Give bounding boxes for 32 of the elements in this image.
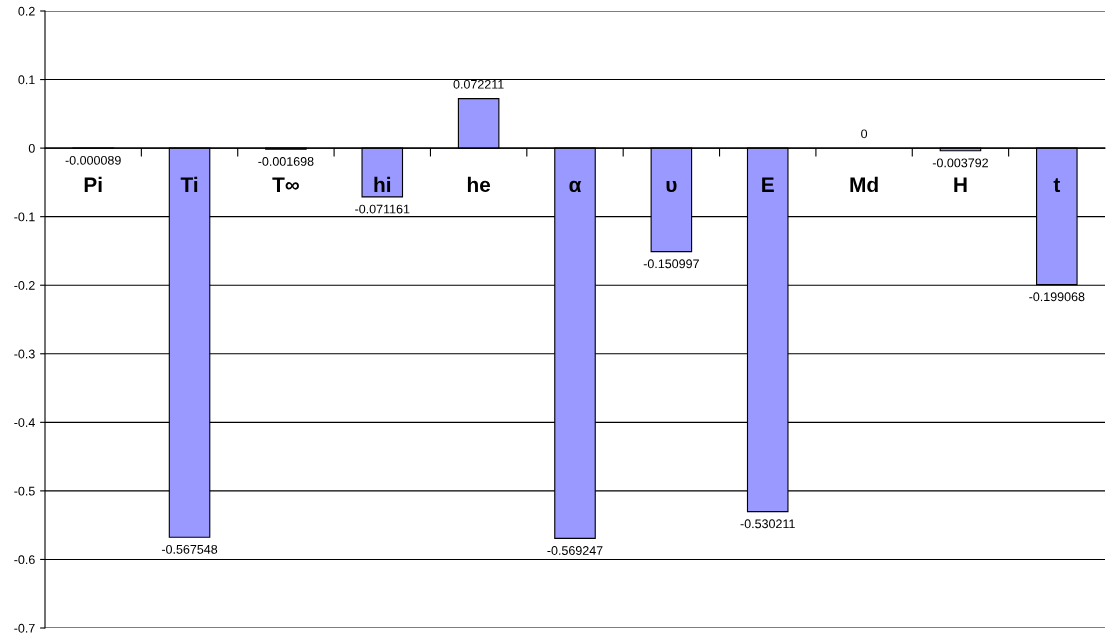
y-tick-label: -0.1: [14, 212, 35, 222]
data-label: -0.530211: [740, 519, 795, 529]
x-tick-label: t: [1053, 178, 1061, 193]
data-label: -0.000089: [65, 155, 121, 165]
x-tick-label: H: [954, 177, 967, 192]
data-label: 0: [861, 129, 868, 139]
x-tick-label: E: [762, 177, 774, 192]
y-tick-label: -0.4: [14, 418, 35, 427]
x-tick-label: Pi: [84, 176, 102, 192]
data-label: -0.150997: [643, 259, 699, 269]
x-tick-label: hi: [374, 176, 391, 192]
data-label: -0.003792: [932, 158, 988, 168]
data-label: -0.567548: [161, 544, 218, 554]
x-tick-label: Ti: [180, 176, 198, 192]
x-tick-label: Md: [850, 176, 878, 193]
y-tick-label: -0.3: [14, 349, 35, 359]
x-tick-label: T∞: [272, 177, 299, 192]
data-label: -0.199068: [1029, 292, 1085, 302]
y-tick-label: -0.5: [14, 486, 35, 496]
y-tick-label: 0.2: [18, 6, 35, 16]
data-label: -0.001698: [258, 157, 314, 166]
x-tick-label: α: [569, 180, 582, 193]
y-tick-label: -0.2: [14, 281, 35, 290]
x-tick-label: υ: [666, 180, 677, 193]
data-label: -0.071161: [355, 204, 410, 214]
data-label: 0.072211: [453, 79, 504, 89]
x-tick-label: he: [467, 176, 491, 193]
y-tick-label: -0.6: [14, 555, 35, 565]
data-label: -0.569247: [547, 546, 603, 555]
y-tick-label: 0: [28, 143, 35, 153]
y-tick-label: 0.1: [18, 75, 35, 85]
y-tick-label: -0.7: [14, 623, 35, 633]
